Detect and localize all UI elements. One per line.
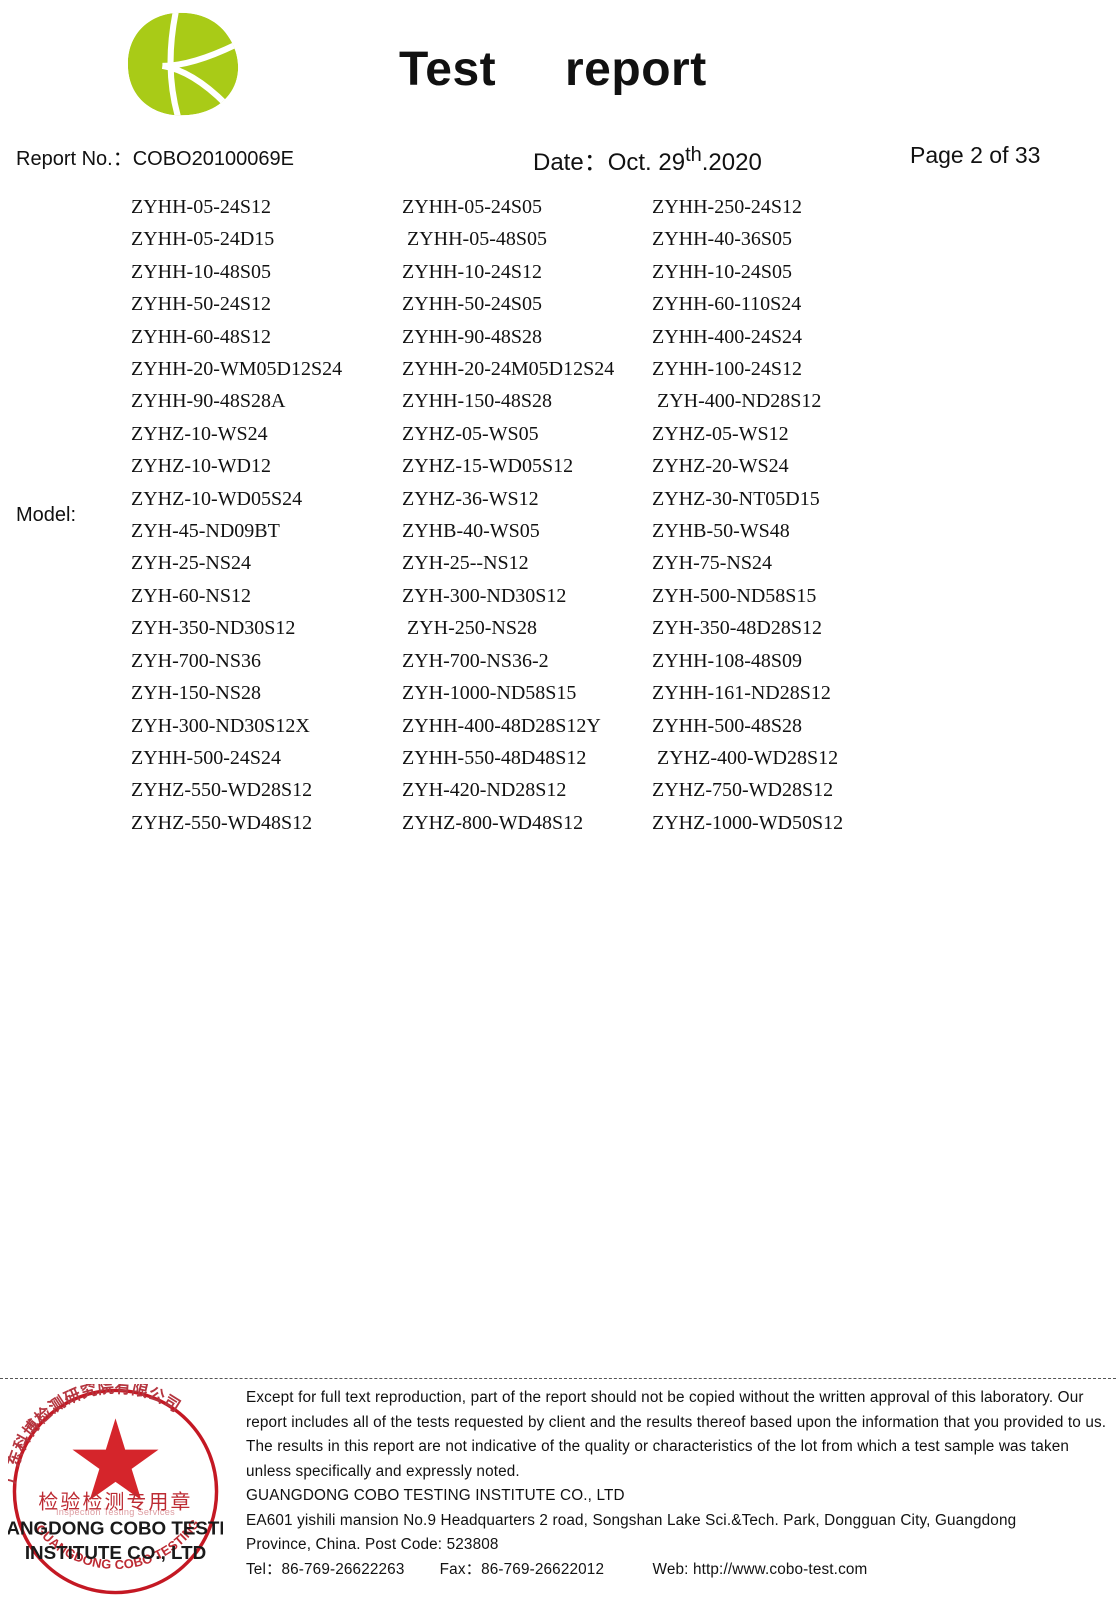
svg-text:GUANGDONG COBO TESTING: GUANGDONG COBO TESTING [8, 1518, 223, 1539]
svg-text:INSTITUTE CO., LTD: INSTITUTE CO., LTD [25, 1542, 206, 1563]
svg-text:检验检测专用章: 检验检测专用章 [38, 1492, 192, 1514]
svg-text:广东科博检测研究院有限公司: 广东科博检测研究院有限公司 [8, 1384, 184, 1485]
